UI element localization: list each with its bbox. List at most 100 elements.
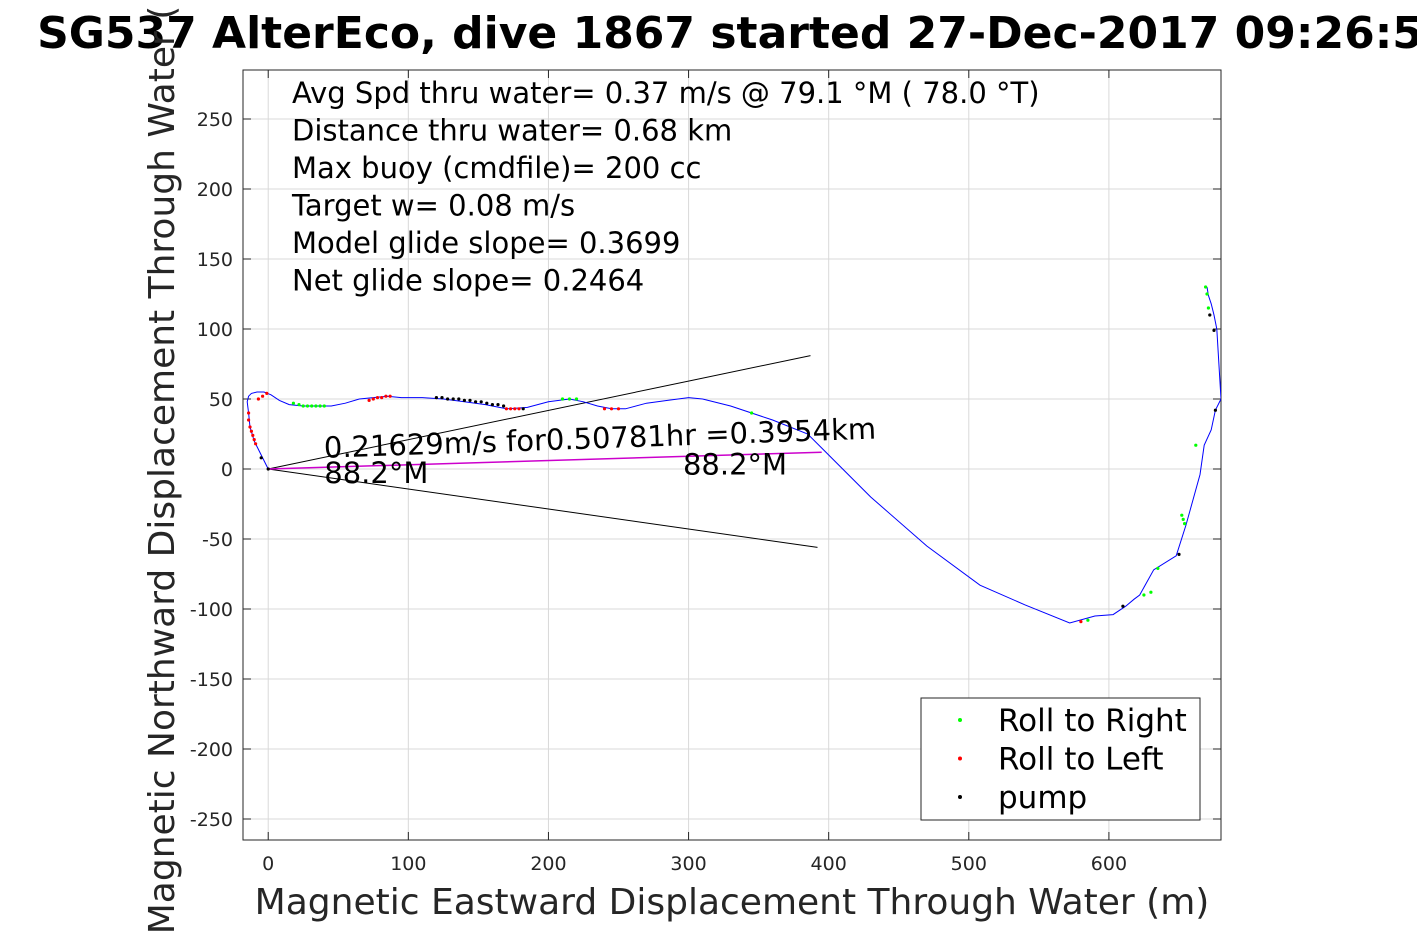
series-point-roll-to-left [616, 407, 621, 411]
series-point-roll-to-left [251, 433, 255, 437]
series-point-roll-to-right [567, 397, 572, 401]
y-tick-label: 0 [221, 459, 233, 481]
series-point-roll-to-left [249, 429, 253, 433]
info-line: Model glide slope= 0.3699 [292, 226, 680, 260]
series-point-roll-to-left [248, 425, 252, 429]
series-point-roll-to-right [318, 404, 322, 408]
series-point-roll-to-right [1204, 285, 1208, 289]
series-point-pump [462, 398, 466, 402]
series-point-roll-to-right [1205, 292, 1209, 296]
legend-marker [958, 718, 962, 722]
y-tick-label: -200 [190, 739, 233, 761]
y-tick-label: 50 [209, 389, 233, 411]
series-point-roll-to-left [247, 418, 251, 422]
series-point-pump [451, 397, 455, 401]
x-tick-label: 300 [670, 853, 706, 875]
series-point-pump [1177, 552, 1181, 557]
chart-title: SG537 AlterEco, dive 1867 started 27-Dec… [37, 8, 1417, 59]
series-point-roll-to-left [513, 407, 517, 411]
series-point-pump [474, 400, 478, 404]
grid-lines [243, 70, 1221, 840]
x-tick-label: 0 [262, 853, 274, 875]
legend-entry: Roll to Left [998, 742, 1164, 778]
series-point-roll-to-left [509, 407, 513, 411]
series-point-roll-to-left [1079, 620, 1083, 624]
plot-area [242, 69, 1222, 841]
info-line: Max buoy (cmdfile)= 200 cc [292, 151, 701, 185]
series-point-roll-to-left [375, 396, 380, 400]
current-track-line [268, 451, 822, 470]
plot-content [246, 285, 1221, 624]
series-point-roll-to-right [1086, 618, 1090, 622]
series-point-roll-to-right [1194, 443, 1198, 447]
y-axis-label: Magnetic Northward Displacement Through … [142, 6, 183, 935]
series-point-pump [446, 397, 450, 401]
series-point-pump [485, 401, 489, 405]
x-tick-label: 200 [530, 853, 566, 875]
current-lines [268, 355, 822, 548]
series-point-roll-to-left [254, 442, 258, 446]
y-tick-label: -100 [190, 599, 233, 621]
info-line: Net glide slope= 0.2464 [292, 264, 644, 298]
series-point-pump [1212, 328, 1216, 332]
series-point-roll-to-left [380, 396, 384, 400]
legend-entry: Roll to Right [998, 703, 1187, 739]
series-point-roll-to-right [1180, 513, 1184, 517]
series-point-roll-to-right [750, 411, 754, 415]
series-point-pump [479, 400, 483, 404]
series-point-roll-to-left [609, 407, 614, 411]
x-tick-label: 500 [951, 853, 987, 875]
x-ticks: 0 100 200 300 400 500 600 [262, 70, 1127, 875]
series-point-pump [457, 397, 461, 401]
series-point-roll-to-right [301, 404, 305, 408]
series-point-roll-to-right [322, 404, 326, 408]
current-bound-line [268, 468, 818, 548]
y-ticks: 250 200 150 100 50 0 -50 -100 -150 -200 -250 [190, 109, 1221, 831]
series-point-roll-to-left [384, 394, 388, 398]
series-point-roll-to-right [1183, 522, 1187, 526]
series-point-roll-to-left [261, 394, 265, 398]
series-point-roll-to-left [367, 398, 371, 402]
series-point-roll-to-right [1149, 590, 1153, 594]
x-tick-label: 400 [811, 853, 847, 875]
series-point-roll-to-left [256, 397, 260, 401]
series-point-roll-to-left [504, 407, 508, 411]
y-tick-label: -50 [202, 529, 233, 551]
x-tick-label: 600 [1091, 853, 1127, 875]
annotation-label: 88.2°M [683, 448, 787, 482]
series-point-pump [502, 404, 506, 408]
y-tick-label: 150 [197, 249, 233, 271]
series-point-pump [1208, 313, 1212, 317]
series-point-roll-to-left [517, 407, 521, 411]
annotation-label: 88.2°M [324, 456, 428, 490]
x-axis-label: Magnetic Eastward Displacement Through W… [255, 882, 1210, 923]
x-tick-label: 100 [390, 853, 426, 875]
data-points [247, 285, 1217, 624]
series-point-pump [521, 407, 525, 411]
series-point-roll-to-right [1206, 306, 1210, 310]
series-point-pump [1121, 604, 1125, 608]
info-line: Distance thru water= 0.68 km [292, 114, 732, 148]
legend-marker [958, 756, 962, 761]
legend-marker [958, 795, 962, 799]
series-point-roll-to-right [305, 404, 310, 408]
series-point-pump [490, 403, 494, 407]
series-point-roll-to-right [1142, 593, 1146, 597]
series-point-roll-to-right [297, 403, 301, 407]
series-point-roll-to-right [1181, 517, 1185, 522]
y-tick-label: -150 [190, 669, 233, 691]
series-point-roll-to-right [574, 397, 579, 401]
series-point-roll-to-left [247, 411, 251, 415]
info-line: Target w= 0.08 m/s [291, 189, 575, 223]
series-point-roll-to-right [1156, 566, 1160, 571]
series-point-pump [440, 396, 444, 400]
series-point-roll-to-left [388, 394, 392, 398]
series-point-roll-to-right [310, 404, 314, 408]
series-point-roll-to-right [560, 397, 565, 401]
y-tick-label: 100 [197, 319, 233, 341]
current-bound-line [268, 355, 811, 470]
series-point-pump [434, 396, 438, 400]
series-point-roll-to-left [252, 438, 256, 442]
